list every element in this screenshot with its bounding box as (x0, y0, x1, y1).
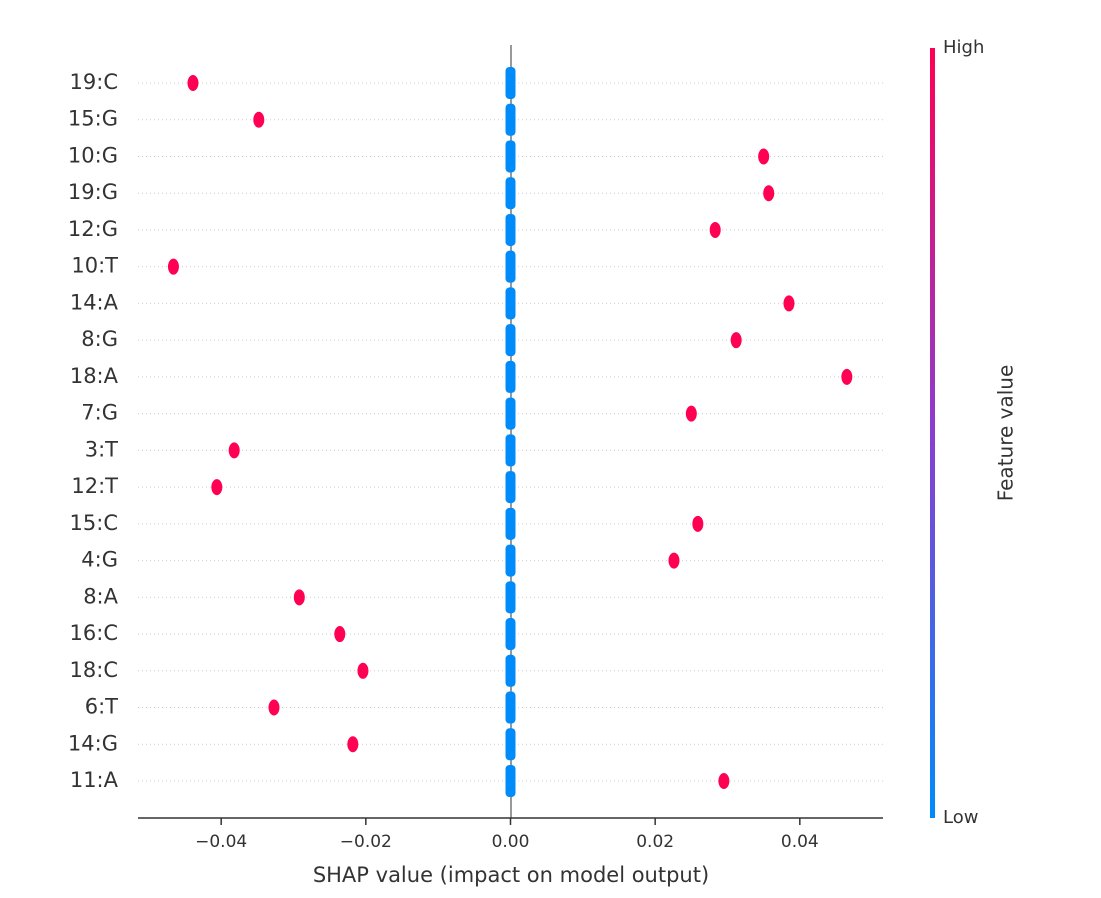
low-dots (505, 728, 516, 761)
high-dot (357, 662, 369, 679)
y-tick-label: 8:A (83, 584, 118, 608)
colorbar (930, 48, 935, 818)
y-tick-label: 16:C (70, 621, 118, 645)
y-tick-label: 12:T (71, 474, 118, 498)
high-dot (685, 405, 697, 422)
high-dot (709, 221, 721, 238)
y-tick-label: 14:A (70, 290, 119, 314)
high-dot (334, 626, 346, 643)
high-dot (268, 699, 280, 716)
y-tick-label: 10:G (68, 143, 118, 167)
low-dots (505, 67, 516, 99)
y-tick-label: 19:C (70, 70, 118, 94)
colorbar-label: Feature value (994, 365, 1018, 502)
colorbar-high: High (943, 37, 984, 58)
y-tick-label: 15:G (68, 107, 118, 131)
y-tick-label: 7:G (81, 401, 118, 425)
x-tick-label: −0.02 (340, 832, 392, 852)
y-tick-label: 6:T (85, 695, 118, 719)
low-dots (505, 250, 516, 283)
high-dot (841, 368, 853, 385)
high-dot (730, 332, 742, 349)
low-dots (505, 765, 516, 797)
y-tick-label: 19:G (68, 180, 118, 204)
low-dots (505, 360, 516, 393)
y-tick-label: 3:T (85, 437, 118, 461)
high-dot (347, 736, 359, 753)
low-dots (505, 103, 516, 136)
low-dots (505, 140, 516, 173)
colorbar-low: Low (943, 807, 978, 828)
high-dot (167, 258, 179, 275)
y-tick-label: 10:T (71, 254, 118, 278)
high-dot (293, 589, 305, 606)
y-tick-label: 11:A (70, 768, 119, 792)
high-dot (187, 75, 199, 91)
low-dots (505, 691, 516, 724)
low-dots (505, 434, 516, 467)
high-dot (253, 111, 265, 128)
low-dots (505, 654, 516, 687)
high-dot (211, 479, 223, 496)
high-dot (783, 295, 795, 312)
high-dot (228, 442, 240, 459)
y-tick-label: 18:A (70, 364, 119, 388)
low-dots (505, 471, 516, 504)
high-dot (763, 185, 775, 202)
y-tick-label: 8:G (81, 327, 118, 351)
x-tick-label: 0.04 (781, 832, 819, 852)
high-dot (718, 773, 730, 789)
x-tick-label: −0.04 (195, 832, 247, 852)
low-dots (505, 177, 516, 210)
low-dots (505, 324, 516, 357)
low-dots (505, 397, 516, 430)
y-tick-label: 14:G (68, 731, 118, 755)
y-tick-label: 12:G (68, 217, 118, 241)
high-dot (668, 552, 680, 569)
low-dots (505, 581, 516, 614)
y-tick-label: 18:C (70, 658, 118, 682)
low-dots (505, 213, 516, 246)
y-tick-label: 4:G (81, 548, 118, 572)
high-dot (692, 515, 704, 532)
x-tick-label: 0.00 (492, 832, 530, 852)
low-dots (505, 287, 516, 320)
high-dot (758, 148, 770, 165)
low-dots (505, 544, 516, 577)
x-axis-label: SHAP value (impact on model output) (313, 863, 709, 887)
low-dots (505, 507, 516, 540)
low-dots (505, 618, 516, 651)
y-tick-label: 15:C (70, 511, 118, 535)
x-tick-label: 0.02 (636, 832, 674, 852)
